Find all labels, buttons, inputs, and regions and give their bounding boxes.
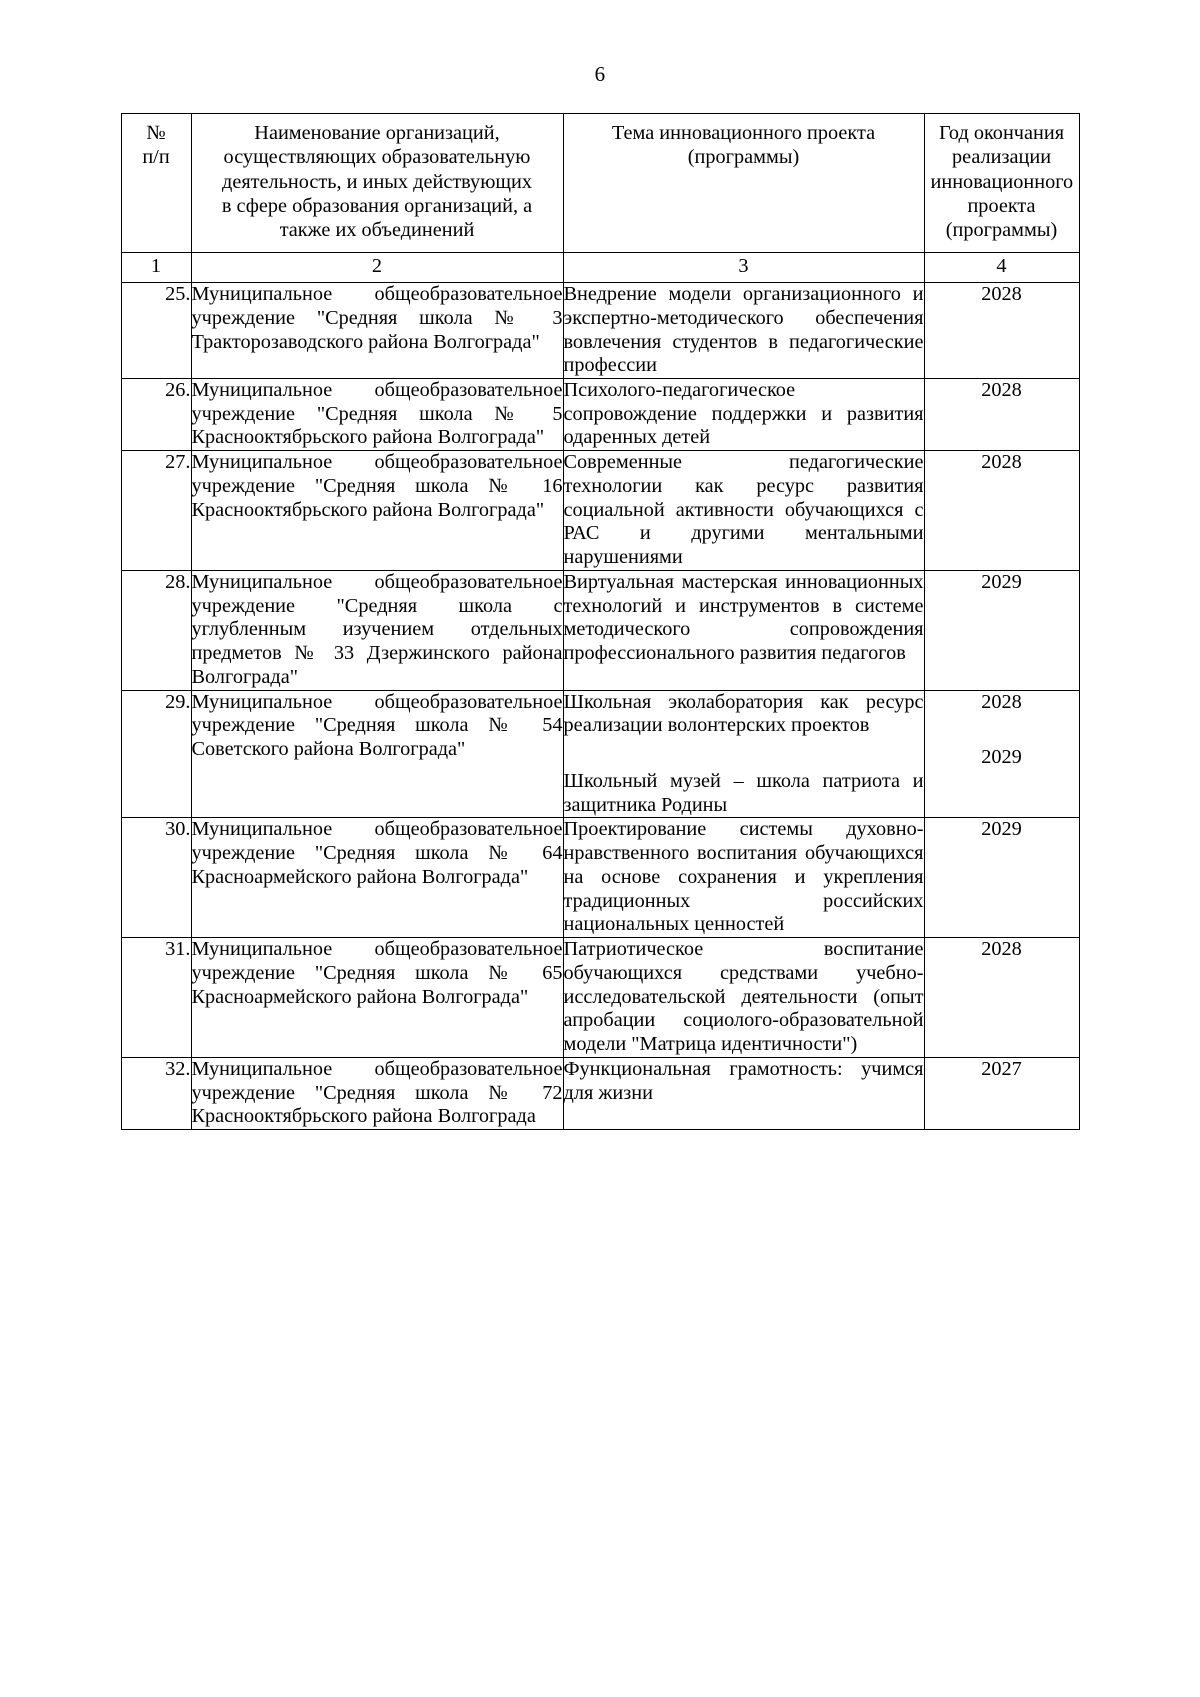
organization-name: Муниципальное общеобразовательное учрежд… — [190, 282, 564, 379]
project-theme: Психолого-педагогическое сопровождение п… — [563, 378, 924, 449]
completion-year: 2029 — [981, 570, 1022, 593]
project-theme: Виртуальная мастерская инновационных тех… — [563, 570, 924, 665]
header-line: Год окончания — [938, 122, 1065, 144]
row-number: 28. — [120, 569, 192, 691]
project-theme-cell: Психолого-педагогическое сопровождение п… — [562, 377, 925, 452]
completion-year: 2028 — [981, 378, 1022, 401]
page-number: 6 — [594, 62, 606, 86]
project-theme-cell: Функциональная грамотность: учимся для ж… — [562, 1056, 925, 1131]
table-row: 25. Муниципальное общеобразовательное учр… — [120, 282, 1080, 379]
header-line: Тема инновационного проекта — [611, 122, 876, 144]
header-cell-organization: Наименование организаций, осуществляющих… — [190, 113, 564, 253]
column-number-1: 1 — [120, 251, 192, 284]
table-row: 30. Муниципальное общеобразовательное учр… — [120, 817, 1080, 939]
row-number: 29. — [120, 689, 192, 819]
table-row: 26. Муниципальное общеобразовательное учр… — [120, 377, 1080, 452]
column-number-row: 1 2 3 4 — [120, 251, 1080, 284]
completion-year-cell: 2028 2029 — [923, 689, 1080, 819]
header-line: проекта — [967, 195, 1036, 218]
completion-year: 2028 — [981, 283, 1022, 306]
row-number: 32. — [120, 1056, 192, 1131]
project-theme-cell: Виртуальная мастерская инновационных тех… — [562, 569, 925, 691]
project-theme-cell: Школьная эколаборатория как ресурс реали… — [562, 689, 925, 819]
header-cell-year: Год окончания реализации инновационного … — [923, 113, 1080, 253]
project-theme-cell: Патриотическое воспитание обучающихся ср… — [562, 937, 925, 1058]
table-body: 25. Муниципальное общеобразовательное учр… — [120, 282, 1080, 1131]
project-theme: Школьная эколаборатория как ресурс реали… — [563, 690, 924, 737]
completion-year-cell: 2028 — [923, 282, 1080, 379]
completion-year: 2028 — [981, 690, 1022, 713]
project-theme-cell: Проектирование системы духовно-нравствен… — [562, 817, 925, 939]
header-line: п/п — [142, 146, 170, 169]
column-number-2: 2 — [190, 251, 564, 284]
header-row: № п/п Наименование организаций, осуществ… — [120, 113, 1080, 253]
column-number-3: 3 — [562, 251, 925, 284]
table-row: 29. Муниципальное общеобразовательное учр… — [120, 689, 1080, 819]
header-line: в сфере образования организаций, а — [221, 195, 533, 218]
organization-name: Муниципальное общеобразовательное учрежд… — [190, 1056, 564, 1131]
header-cell-theme: Тема инновационного проекта (программы) — [562, 113, 925, 253]
completion-year: 2027 — [981, 1057, 1022, 1080]
organization-name: Муниципальное общеобразовательное учрежд… — [190, 817, 564, 939]
project-theme: Внедрение модели организационного и эксп… — [563, 283, 924, 377]
completion-year: 2028 — [981, 938, 1022, 961]
organization-name: Муниципальное общеобразовательное учрежд… — [190, 377, 564, 452]
header-line: Наименование организаций, — [254, 122, 500, 144]
project-theme: Патриотическое воспитание обучающихся ср… — [563, 938, 924, 1056]
header-line: также их объединений — [279, 219, 475, 242]
row-number: 31. — [120, 937, 192, 1058]
table-row: 28. Муниципальное общеобразовательное учр… — [120, 569, 1080, 691]
completion-year: 2029 — [981, 818, 1022, 841]
completion-year-cell: 2027 — [923, 1056, 1080, 1131]
table-header: № п/п Наименование организаций, осуществ… — [120, 113, 1080, 284]
header-line: деятельность, и иных действующих — [222, 170, 532, 193]
completion-year-cell: 2028 — [923, 377, 1080, 452]
header-line: реализации — [951, 146, 1052, 169]
completion-year: 2029 — [981, 746, 1022, 769]
row-number: 30. — [120, 817, 192, 939]
table-row: 32. Муниципальное общеобразовательное учр… — [120, 1056, 1080, 1131]
project-theme-cell: Внедрение модели организационного и эксп… — [562, 282, 925, 379]
completion-year-cell: 2028 — [923, 450, 1080, 571]
table-row: 27. Муниципальное общеобразовательное учр… — [120, 450, 1080, 571]
header-line: (программы) — [945, 219, 1058, 242]
project-theme: Школьный музей – школа патриота и защитн… — [563, 770, 924, 816]
project-theme: Функциональная грамотность: учимся для ж… — [563, 1057, 924, 1104]
header-cell-number: № п/п — [120, 113, 192, 253]
header-line: осуществляющих образовательную — [223, 146, 531, 169]
header-line: № — [146, 122, 166, 144]
completion-year: 2028 — [981, 451, 1022, 474]
innovation-projects-table: № п/п Наименование организаций, осуществ… — [120, 113, 1080, 1131]
column-number-4: 4 — [923, 251, 1080, 284]
completion-year-cell: 2029 — [923, 569, 1080, 691]
row-number: 26. — [120, 377, 192, 452]
header-line: (программы) — [687, 146, 800, 169]
completion-year-cell: 2028 — [923, 937, 1080, 1058]
organization-name: Муниципальное общеобразовательное учрежд… — [190, 450, 564, 571]
organization-name: Муниципальное общеобразовательное учрежд… — [190, 689, 564, 819]
header-line: инновационного — [930, 170, 1074, 193]
organization-name: Муниципальное общеобразовательное учрежд… — [190, 937, 564, 1058]
project-theme: Современные педагогические технологии ка… — [563, 451, 924, 569]
project-theme-cell: Современные педагогические технологии ка… — [562, 450, 925, 571]
organization-name: Муниципальное общеобразовательное учрежд… — [190, 569, 564, 691]
row-number: 27. — [120, 450, 192, 571]
row-number: 25. — [120, 282, 192, 379]
completion-year-cell: 2029 — [923, 817, 1080, 939]
project-theme: Проектирование системы духовно-нравствен… — [563, 818, 924, 936]
table-row: 31. Муниципальное общеобразовательное учр… — [120, 937, 1080, 1058]
